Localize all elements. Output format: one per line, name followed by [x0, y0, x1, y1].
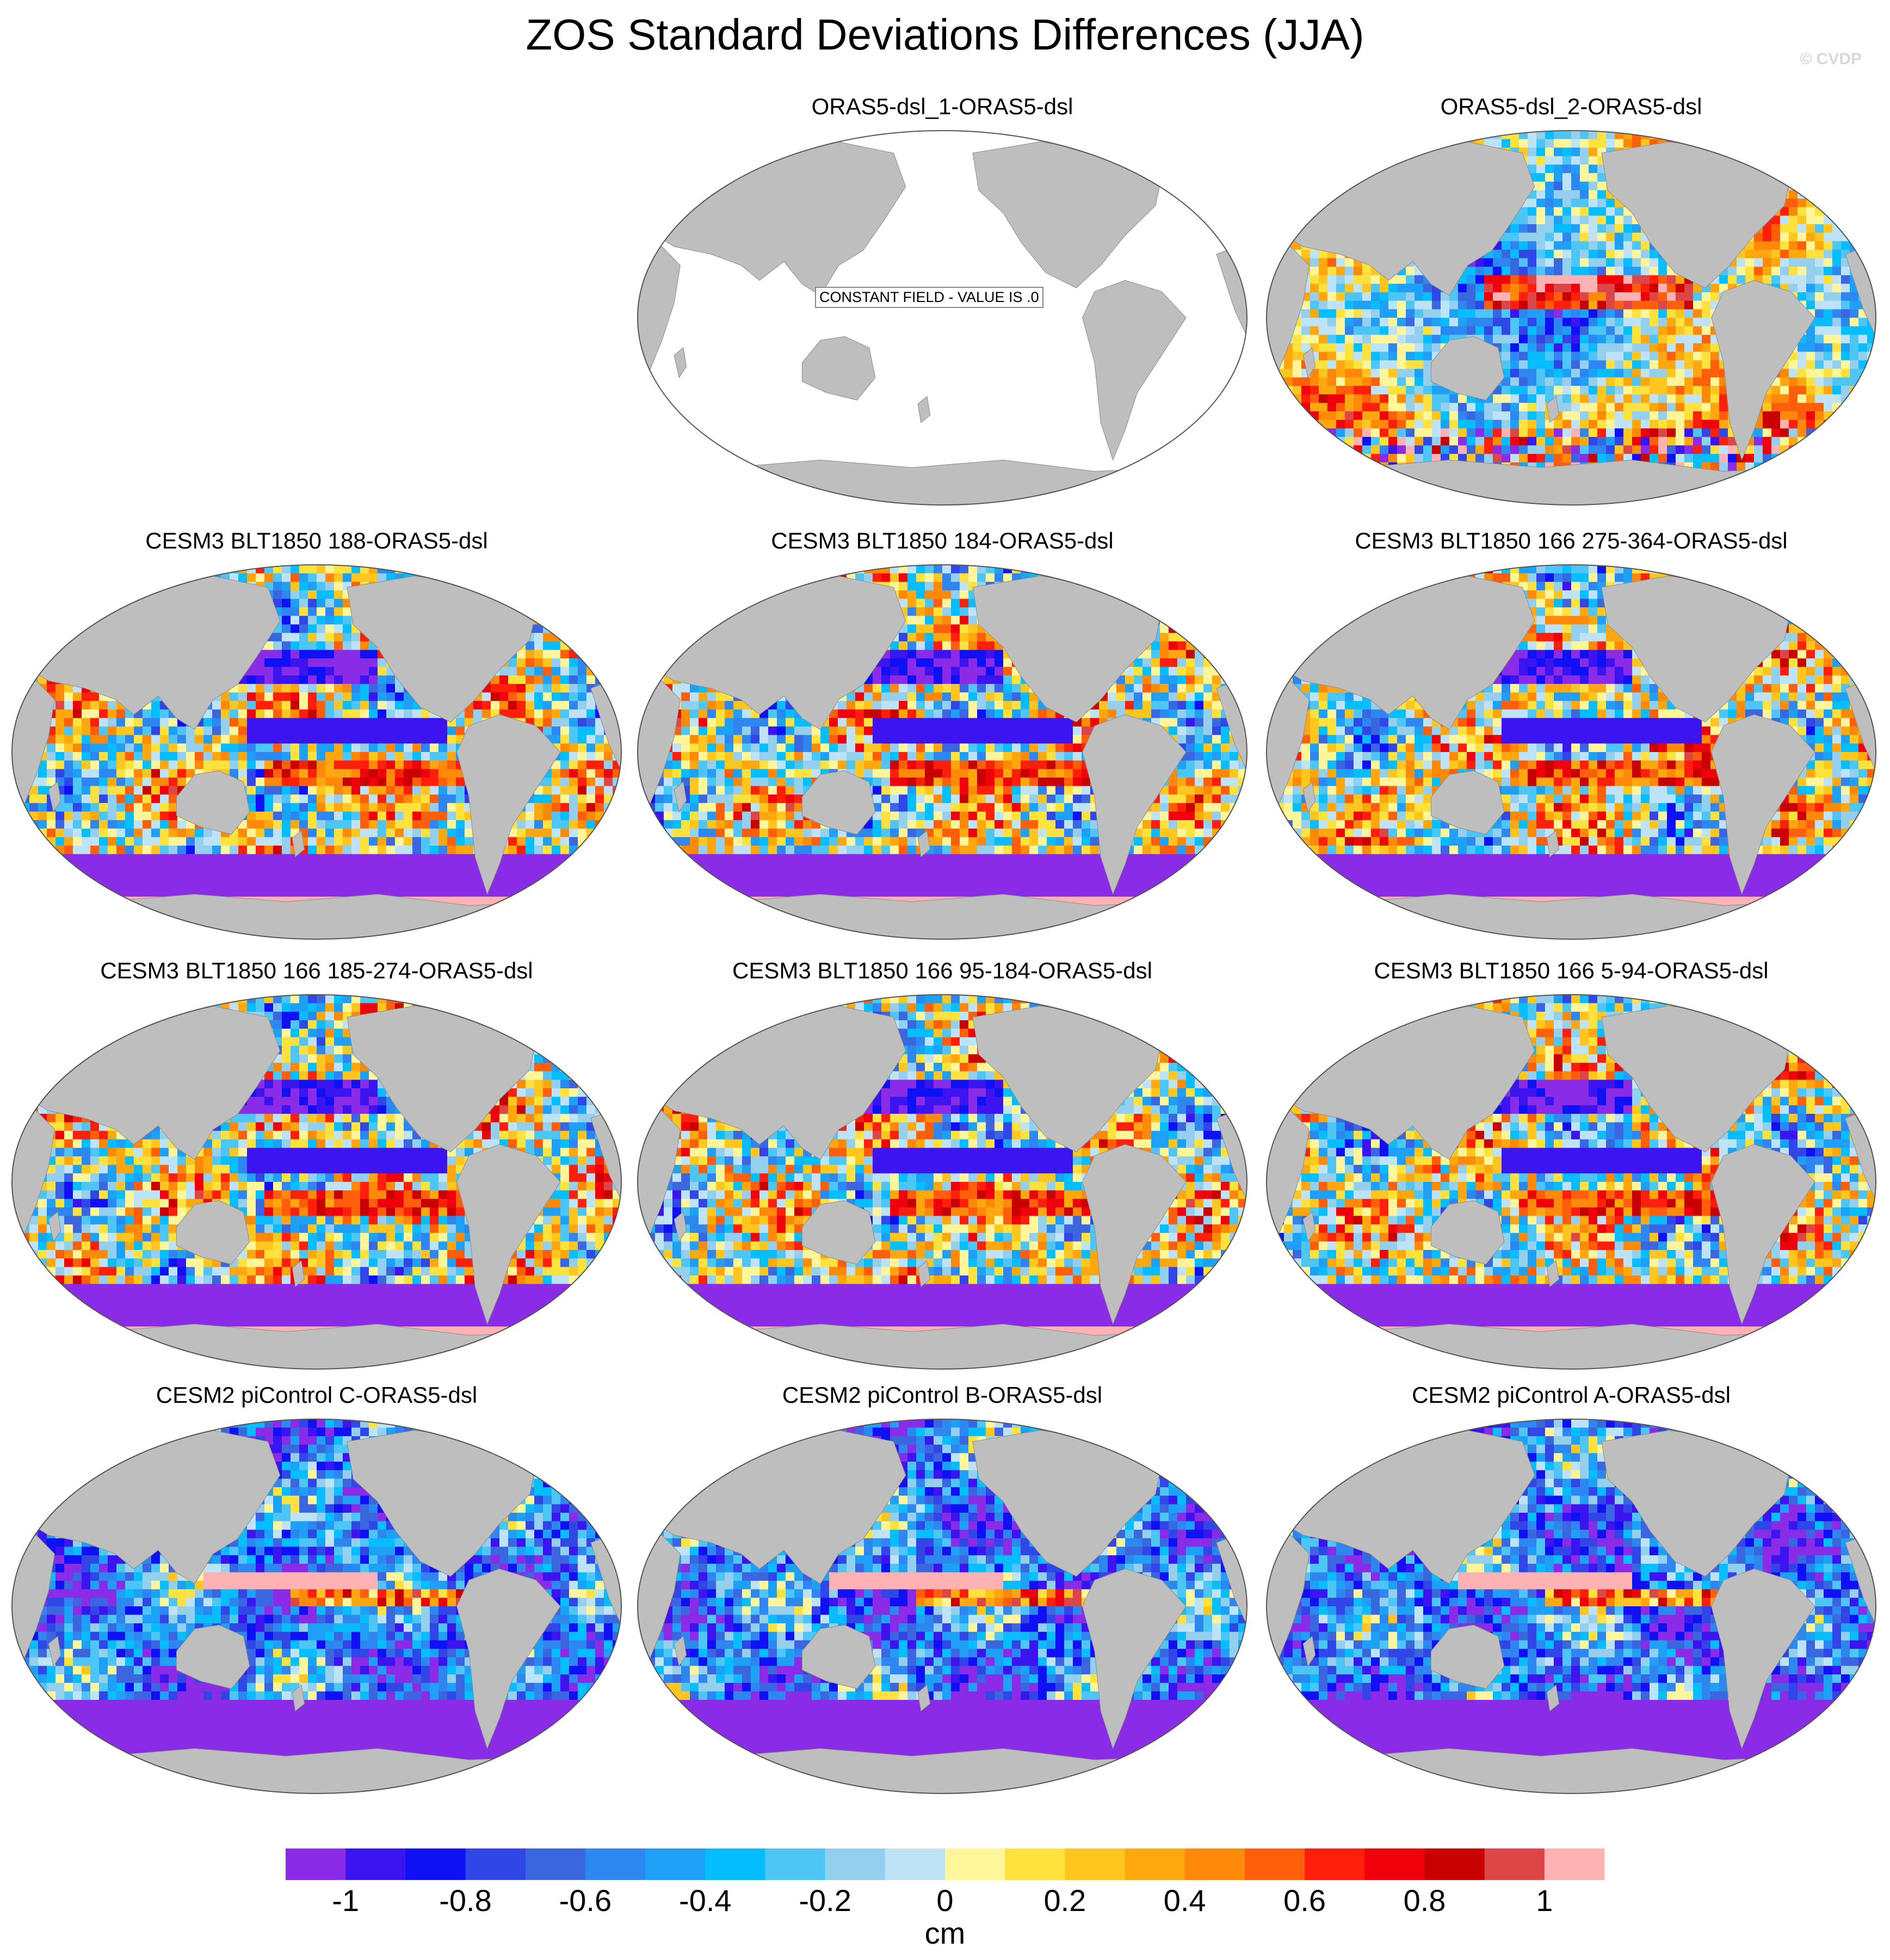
map-panel: CESM3 BLT1850 188-ORAS5-dsl — [10, 528, 623, 941]
colorbar-tick-label: -0.8 — [439, 1883, 492, 1918]
map-outline — [1266, 994, 1876, 1370]
figure-title: ZOS Standard Deviations Differences (JJA… — [0, 10, 1890, 60]
panel-title: ORAS5-dsl_2-ORAS5-dsl — [1264, 94, 1878, 120]
world-map — [1266, 130, 1876, 506]
colorbar-swatch — [1364, 1848, 1425, 1880]
panel-title: CESM3 BLT1850 166 185-274-ORAS5-dsl — [10, 958, 623, 984]
map-panel: CESM2 piControl B-ORAS5-dsl — [635, 1382, 1249, 1796]
colorbar-swatch — [1125, 1848, 1185, 1880]
colorbar-swatch — [1244, 1848, 1305, 1880]
colorbar-swatch — [1065, 1848, 1126, 1880]
colorbar-swatch — [1184, 1848, 1245, 1880]
world-map — [637, 994, 1247, 1370]
map-outline — [1266, 1419, 1876, 1794]
panel-title: CESM2 piControl C-ORAS5-dsl — [10, 1382, 623, 1408]
panel-title: CESM3 BLT1850 184-ORAS5-dsl — [635, 528, 1249, 554]
colorbar-swatch — [1544, 1848, 1604, 1880]
colorbar-tick-label: 0.8 — [1404, 1883, 1446, 1918]
world-map — [11, 1419, 622, 1794]
constant-field-label: CONSTANT FIELD - VALUE IS .0 — [815, 287, 1043, 308]
colorbar-tick-label: -0.6 — [559, 1883, 612, 1918]
colorbar-swatch — [525, 1848, 586, 1880]
colorbar-swatch — [345, 1848, 406, 1880]
panel-title: ORAS5-dsl_1-ORAS5-dsl — [635, 94, 1249, 120]
colorbar-swatch — [1484, 1848, 1545, 1880]
land-mask — [638, 1002, 1247, 1369]
colorbar-swatch — [705, 1848, 765, 1880]
panel-title: CESM2 piControl A-ORAS5-dsl — [1264, 1382, 1878, 1408]
map-panel: CESM3 BLT1850 166 5-94-ORAS5-dsl — [1264, 958, 1878, 1371]
world-map — [11, 994, 622, 1370]
colorbar-swatch — [765, 1848, 826, 1880]
colorbar-tick-label: -1 — [332, 1883, 359, 1918]
map-outline — [11, 1419, 622, 1794]
colorbar-swatch — [825, 1848, 886, 1880]
colorbar-tick-label: 0 — [936, 1883, 953, 1918]
colorbar-tick-label: 0.4 — [1164, 1883, 1206, 1918]
map-outline — [1266, 564, 1876, 940]
colorbar-tick-label: 1 — [1536, 1883, 1553, 1918]
map-panel: CESM3 BLT1850 166 185-274-ORAS5-dsl — [10, 958, 623, 1371]
map-outline — [637, 564, 1247, 940]
colorbar-tick-label: 0.6 — [1283, 1883, 1326, 1918]
map-panel: CESM3 BLT1850 166 95-184-ORAS5-dsl — [635, 958, 1249, 1371]
world-map — [637, 130, 1247, 506]
colorbar-tick-label: -0.4 — [679, 1883, 732, 1918]
world-map — [1266, 994, 1876, 1370]
colorbar-tick-labels: -1 -0.8 -0.6 -0.4 -0.2 0 0.2 0.4 0.6 0.8 1 — [0, 1883, 1890, 1921]
colorbar-swatch — [1424, 1848, 1485, 1880]
map-outline — [1266, 130, 1876, 506]
map-outline — [637, 1419, 1247, 1794]
colorbar-swatch — [286, 1848, 346, 1880]
colorbar-unit: cm — [0, 1915, 1890, 1951]
world-map — [637, 1419, 1247, 1794]
world-map — [1266, 564, 1876, 940]
colorbar — [286, 1848, 1604, 1880]
panel-title: CESM3 BLT1850 188-ORAS5-dsl — [10, 528, 623, 554]
colorbar-swatch — [945, 1848, 1005, 1880]
world-map — [637, 564, 1247, 940]
panel-title: CESM2 piControl B-ORAS5-dsl — [635, 1382, 1249, 1408]
land-mask — [12, 1002, 621, 1369]
panel-title: CESM3 BLT1850 166 275-364-ORAS5-dsl — [1264, 528, 1878, 554]
colorbar-swatch — [405, 1848, 466, 1880]
colorbar-tick-label: 0.2 — [1043, 1883, 1086, 1918]
colorbar-swatch — [1305, 1848, 1365, 1880]
map-outline — [11, 994, 622, 1370]
colorbar-tick-label: -0.2 — [799, 1883, 851, 1918]
map-panel: ORAS5-dsl_1-ORAS5-dsl CONSTANT FIELD - VA… — [635, 94, 1249, 507]
map-panel: CESM2 piControl A-ORAS5-dsl — [1264, 1382, 1878, 1796]
map-panel: CESM3 BLT1850 184-ORAS5-dsl — [635, 528, 1249, 941]
colorbar-swatch — [585, 1848, 646, 1880]
colorbar-swatch — [645, 1848, 706, 1880]
map-panel: ORAS5-dsl_2-ORAS5-dsl — [1264, 94, 1878, 507]
cvdp-watermark: © CVDP — [1800, 50, 1862, 69]
world-map — [1266, 1419, 1876, 1794]
colorbar-swatch — [1005, 1848, 1065, 1880]
world-map — [11, 564, 622, 940]
panel-title: CESM3 BLT1850 166 5-94-ORAS5-dsl — [1264, 958, 1878, 984]
colorbar-swatch — [465, 1848, 526, 1880]
map-panel: CESM3 BLT1850 166 275-364-ORAS5-dsl — [1264, 528, 1878, 941]
map-outline — [637, 130, 1247, 506]
map-panel: CESM2 piControl C-ORAS5-dsl — [10, 1382, 623, 1796]
panel-title: CESM3 BLT1850 166 95-184-ORAS5-dsl — [635, 958, 1249, 984]
colorbar-swatch — [885, 1848, 946, 1880]
map-outline — [11, 564, 622, 940]
map-outline — [637, 994, 1247, 1370]
